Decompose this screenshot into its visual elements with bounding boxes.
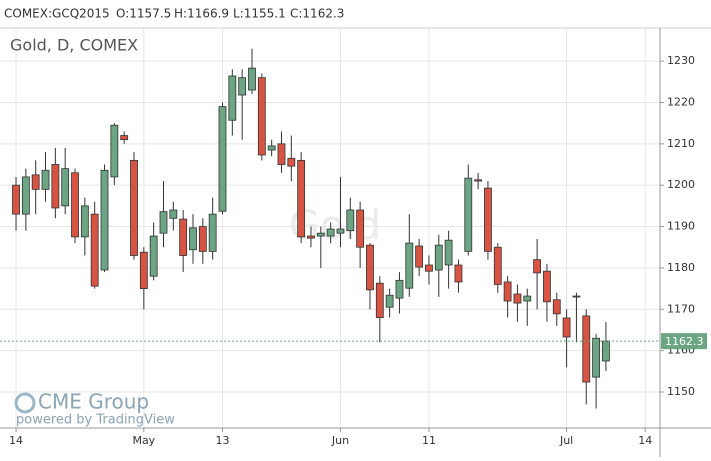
candle-body: [405, 242, 414, 289]
header-symbol: COMEX:GCQ2015: [4, 7, 110, 21]
candle-body: [71, 172, 79, 238]
y-tick-label: 1170: [667, 302, 695, 315]
candle-body: [484, 187, 492, 252]
candle-body: [326, 228, 335, 237]
logo-text: CME Group: [38, 390, 149, 414]
candle-body: [562, 317, 571, 338]
candle-body: [395, 279, 404, 299]
candle-body: [61, 168, 70, 207]
candle-body: [257, 77, 266, 156]
x-tick-label: May: [132, 434, 155, 447]
candle-body: [375, 282, 384, 318]
candle-body: [139, 251, 148, 289]
candle-body: [21, 176, 30, 215]
header-close: C:1162.3: [290, 7, 344, 21]
candle-body: [12, 184, 20, 215]
header-open: O:1157.5: [116, 7, 171, 21]
y-tick-label: 1180: [667, 261, 695, 274]
candle-body: [149, 235, 158, 277]
last-price-box: [661, 333, 707, 350]
x-tick-label: Jun: [331, 434, 349, 447]
candle-body: [572, 295, 581, 298]
candle-body: [552, 299, 561, 315]
y-tick-label: 1150: [667, 385, 695, 398]
candle-body: [454, 264, 463, 283]
candle-body: [267, 145, 276, 151]
candle-body: [159, 211, 168, 234]
candle-body: [434, 244, 443, 271]
candle-body: [90, 213, 99, 287]
y-tick-label: 1190: [667, 220, 695, 233]
candle-body: [41, 169, 50, 190]
candle-body: [287, 157, 296, 167]
candle-body: [503, 281, 512, 302]
candle-body: [356, 209, 365, 248]
candle-body: [100, 169, 109, 271]
logo-subtext: powered by TradingView: [16, 413, 175, 428]
candle-body: [297, 159, 306, 238]
chart-title: Gold, D, COMEX: [10, 36, 138, 55]
candle-body: [31, 174, 40, 190]
header-bar: [0, 0, 711, 28]
candle-body: [464, 177, 473, 252]
candle-body: [120, 135, 129, 141]
candle-body: [248, 67, 256, 91]
candle-body: [533, 259, 542, 274]
y-tick-label: 1230: [667, 54, 695, 67]
candle-body: [425, 264, 433, 272]
candle-body: [238, 77, 247, 96]
last-price-label: 1162.3: [665, 335, 704, 348]
x-tick-label: 14: [638, 434, 652, 447]
candle-body: [602, 340, 610, 362]
x-tick-label: 13: [215, 434, 229, 447]
candle-body: [130, 159, 138, 256]
candle-body: [592, 337, 600, 378]
candle-body: [51, 164, 60, 209]
y-tick-label: 1220: [667, 95, 695, 108]
candle-body: [415, 245, 424, 268]
y-tick-label: 1210: [667, 137, 695, 150]
header-high: H:1166.9: [174, 7, 229, 21]
candle-body: [523, 295, 532, 302]
logo-icon: [14, 392, 36, 414]
candle-body: [169, 209, 178, 219]
candle-body: [277, 143, 286, 165]
candle-body: [543, 270, 551, 303]
candle-body: [316, 232, 325, 237]
candle-body: [346, 209, 355, 232]
candle-body: [198, 226, 207, 252]
candle-body: [110, 124, 119, 178]
candle-body: [208, 213, 217, 252]
candle-body: [582, 315, 591, 383]
candle-body: [444, 239, 453, 266]
candle-body: [218, 106, 227, 212]
x-tick-label: 14: [9, 434, 23, 447]
candle-body: [336, 228, 345, 234]
candle-body: [179, 218, 188, 256]
candle-body: [385, 294, 394, 308]
candle-body: [366, 244, 374, 291]
candle-body: [493, 246, 502, 285]
x-tick-label: 11: [422, 434, 436, 447]
candle-body: [80, 205, 89, 238]
candle-body: [307, 235, 315, 239]
candle-body: [189, 227, 197, 251]
y-tick-label: 1200: [667, 178, 695, 191]
candle-body: [228, 75, 237, 121]
x-tick-label: Jul: [559, 434, 573, 447]
candle-body: [474, 179, 483, 182]
header-low: L:1155.1: [233, 7, 286, 21]
candles: [12, 48, 610, 409]
candle-body: [513, 293, 522, 304]
